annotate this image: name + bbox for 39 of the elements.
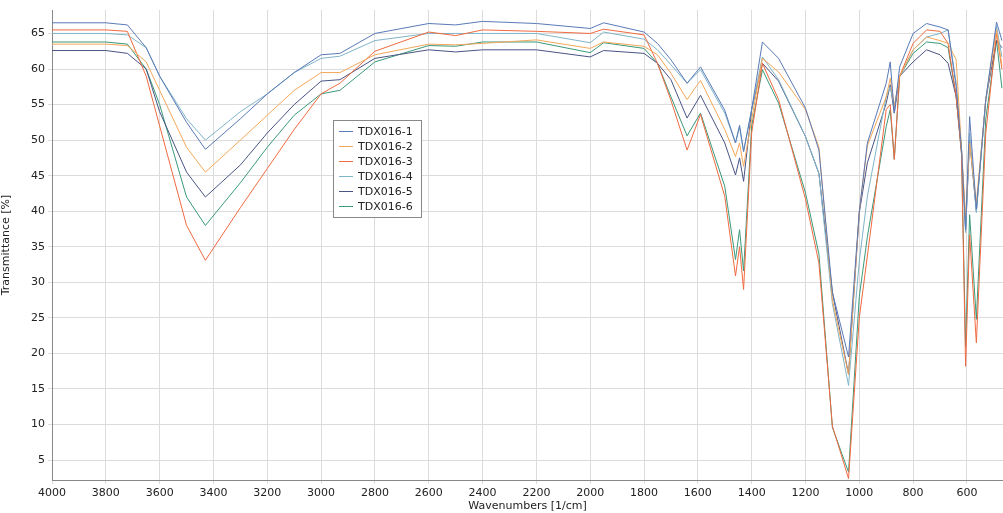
x-tick-label: 3600 bbox=[145, 486, 174, 500]
legend-label: TDX016-1 bbox=[358, 124, 413, 139]
y-tick-label: 25 bbox=[31, 310, 45, 324]
x-tick-label: 2000 bbox=[576, 486, 605, 500]
x-tick-label: 600 bbox=[956, 486, 978, 500]
y-tick-label: 15 bbox=[31, 381, 45, 395]
y-tick-label: 40 bbox=[31, 204, 45, 218]
legend-label: TDX016-2 bbox=[358, 139, 413, 154]
x-tick-label: 3400 bbox=[199, 486, 228, 500]
y-tick-label: 65 bbox=[31, 26, 45, 40]
legend-label: TDX016-3 bbox=[358, 154, 413, 169]
y-tick-label: 30 bbox=[31, 275, 45, 289]
x-tick-label: 2800 bbox=[360, 486, 389, 500]
y-tick-label: 10 bbox=[31, 417, 45, 431]
x-tick-label: 2400 bbox=[468, 486, 497, 500]
x-axis-title: Wavenumbers [1/cm] bbox=[468, 499, 587, 513]
x-tick-label: 1200 bbox=[791, 486, 820, 500]
x-tick-label: 1000 bbox=[845, 486, 874, 500]
x-tick-label: 4000 bbox=[38, 486, 66, 500]
y-tick-label: 20 bbox=[31, 346, 45, 360]
legend-label: TDX016-5 bbox=[358, 184, 413, 199]
x-tick-label: 2600 bbox=[414, 486, 443, 500]
legend-label: TDX016-4 bbox=[358, 169, 413, 184]
y-tick-label: 5 bbox=[38, 452, 45, 466]
x-tick-label: 1400 bbox=[737, 486, 766, 500]
x-tick-label: 1800 bbox=[630, 486, 659, 500]
y-tick-label: 60 bbox=[31, 61, 45, 75]
x-tick-label: 3800 bbox=[91, 486, 120, 500]
y-tick-label: 45 bbox=[31, 168, 45, 182]
y-tick-label: 35 bbox=[31, 239, 45, 253]
y-axis-title: Transmittance [%] bbox=[0, 194, 13, 297]
x-tick-label: 1600 bbox=[683, 486, 712, 500]
x-tick-label: 3200 bbox=[253, 486, 282, 500]
legend-label: TDX016-6 bbox=[358, 199, 413, 214]
x-tick-label: 2200 bbox=[522, 486, 551, 500]
y-tick-label: 55 bbox=[31, 97, 45, 111]
x-tick-label: 800 bbox=[902, 486, 924, 500]
y-tick-label: 50 bbox=[31, 132, 45, 146]
x-tick-label: 3000 bbox=[307, 486, 336, 500]
